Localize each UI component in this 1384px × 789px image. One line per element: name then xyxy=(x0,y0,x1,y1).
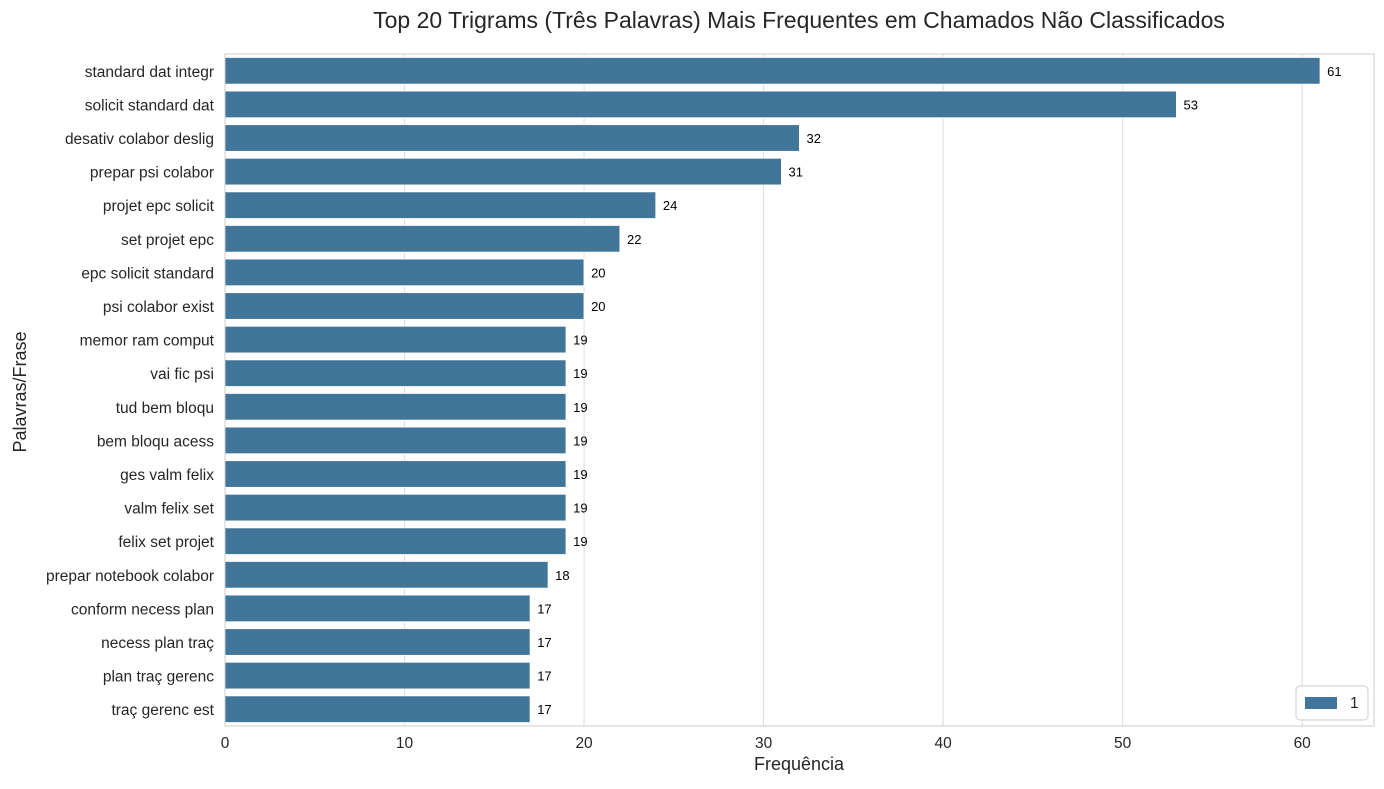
x-tick-label: 50 xyxy=(1114,735,1132,752)
x-gridlines xyxy=(224,54,1303,726)
data-label: 24 xyxy=(663,198,677,213)
y-tick-label: epc solicit standard xyxy=(81,265,214,282)
bar xyxy=(224,56,1321,85)
bar xyxy=(224,124,800,152)
y-tick-label: tud bem bloqu xyxy=(116,400,214,417)
y-tick-label: vai fic psi xyxy=(150,366,214,383)
y-tick-label: prepar psi colabor xyxy=(90,165,214,182)
data-label: 53 xyxy=(1184,97,1198,112)
data-label: 18 xyxy=(555,568,569,583)
bar xyxy=(224,258,585,287)
data-label: 19 xyxy=(573,433,587,448)
y-tick-label: projet epc solicit xyxy=(103,198,215,215)
y-tick-label: felix set projet xyxy=(118,534,214,551)
data-label: 17 xyxy=(537,601,551,616)
bar xyxy=(224,628,531,656)
data-label: 19 xyxy=(573,534,587,549)
bar xyxy=(224,695,531,724)
legend-entry: 1 xyxy=(1350,695,1359,712)
data-label: 61 xyxy=(1327,64,1341,79)
y-tick-label: conform necess plan xyxy=(71,601,214,618)
data-label: 20 xyxy=(591,299,605,314)
y-tick-label: necess plan traç xyxy=(101,635,214,652)
bar xyxy=(224,224,621,253)
x-tick-label: 0 xyxy=(221,735,230,752)
y-tick-label: memor ram comput xyxy=(80,333,215,350)
y-tick-label: psi colabor exist xyxy=(103,299,215,316)
bar xyxy=(224,493,567,522)
legend: 1 xyxy=(1295,685,1369,721)
data-label: 22 xyxy=(627,232,641,247)
bar xyxy=(224,325,567,354)
y-tick-label: valm felix set xyxy=(124,501,214,518)
data-label: 19 xyxy=(573,366,587,381)
x-tick-label: 10 xyxy=(396,735,414,752)
y-tick-label: traç gerenc est xyxy=(111,702,214,719)
data-label: 20 xyxy=(591,265,605,280)
data-label: 17 xyxy=(537,669,551,684)
y-tick-label: plan traç gerenc xyxy=(103,669,214,686)
y-tick-label: standard dat integr xyxy=(85,64,214,81)
y-tick-label: ges valm felix xyxy=(120,467,214,484)
bar xyxy=(224,560,549,589)
bars xyxy=(224,56,1321,724)
data-label: 19 xyxy=(573,333,587,348)
y-tick-label: prepar notebook colabor xyxy=(46,568,214,585)
data-label: 17 xyxy=(537,635,551,650)
y-tick-label: solicit standard dat xyxy=(85,97,215,114)
data-label: 32 xyxy=(807,131,821,146)
y-tick-label: bem bloqu acess xyxy=(97,433,214,450)
data-label: 19 xyxy=(573,501,587,516)
bar xyxy=(224,661,531,690)
bar xyxy=(224,594,531,623)
bar xyxy=(224,527,567,556)
bar xyxy=(224,191,657,220)
bar xyxy=(224,460,567,488)
x-tick-labels: 0 10 20 30 40 50 60 xyxy=(221,735,1311,752)
y-tick-label: set projet epc xyxy=(121,232,214,249)
data-label: 19 xyxy=(573,400,587,415)
bar xyxy=(224,392,567,421)
x-tick-label: 30 xyxy=(755,735,773,752)
bar xyxy=(224,292,585,320)
y-axis-label: Palavras/Frase xyxy=(10,331,30,452)
legend-swatch xyxy=(1305,697,1337,709)
y-tick-labels: standard dat integr solicit standard dat d… xyxy=(46,64,215,719)
x-tick-label: 20 xyxy=(575,735,593,752)
y-tick-label: desativ colabor deslig xyxy=(65,131,214,148)
x-tick-label: 40 xyxy=(935,735,953,752)
bar xyxy=(224,90,1178,119)
bar xyxy=(224,157,783,186)
data-label: 19 xyxy=(573,467,587,482)
x-tick-label: 60 xyxy=(1294,735,1312,752)
data-label: 31 xyxy=(789,165,803,180)
bar xyxy=(224,426,567,455)
x-axis-label: Frequência xyxy=(754,754,845,774)
plot-frame xyxy=(224,53,1375,727)
chart-title: Top 20 Trigrams (Três Palavras) Mais Fre… xyxy=(373,7,1225,33)
data-label: 17 xyxy=(537,702,551,717)
data-labels: 61 53 32 31 24 22 20 20 19 19 19 19 19 19 19 18 17 17 17 17 xyxy=(537,64,1341,717)
bar xyxy=(224,359,567,388)
